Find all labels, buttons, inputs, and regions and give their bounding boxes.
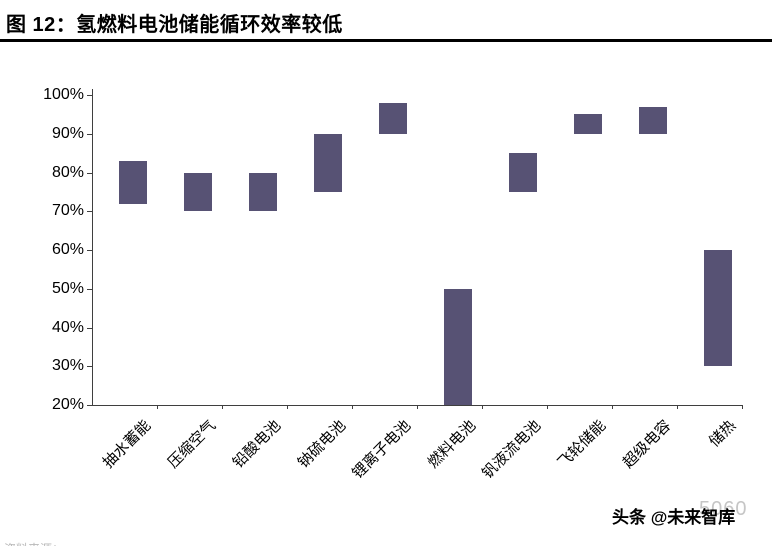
figure-title: 图 12：氢燃料电池储能循环效率较低 [6,14,343,36]
y-axis-line [92,89,93,405]
x-axis-tick [677,405,678,409]
x-axis-tick [742,405,743,409]
x-axis-tick [547,405,548,409]
x-axis-label: 压缩空气 [165,417,220,472]
range-bar [703,250,732,367]
y-axis-tick-label: 50% [51,279,84,297]
x-axis-tick [612,405,613,409]
x-axis-tick [222,405,223,409]
x-axis-tick [417,405,418,409]
x-axis-label: 飞轮储能 [555,417,610,472]
watermark-text: 头条 @未来智库 [612,508,736,527]
x-axis-label: 铅酸电池 [230,417,285,472]
x-axis-label: 钠硫电池 [295,417,350,472]
x-axis-label: 燃料电池 [425,417,480,472]
y-axis-tick [87,250,92,251]
y-axis-tick [87,133,92,135]
source-note-fragment: 资料来源： [4,540,64,546]
y-axis-tick [87,95,92,96]
range-bar [313,133,342,192]
range-bar [118,160,147,204]
x-axis-label: 锂离子电池 [349,417,415,483]
range-bar [378,102,407,134]
y-axis-tick [87,366,92,368]
title-underline [0,39,772,42]
y-axis-tick [87,211,92,213]
y-axis-tick-label: 20% [51,396,84,413]
y-axis-tick [87,172,92,174]
range-bar [183,172,212,212]
y-axis-tick [87,405,92,406]
watermark-number: 5060 [699,498,748,520]
y-axis-tick-label: 80% [51,163,84,181]
y-axis-tick-label: 30% [51,357,84,375]
range-bar [248,172,277,212]
x-axis-label: 钒液流电池 [479,417,545,483]
y-axis-tick-label: 70% [51,202,84,220]
y-axis-tick [87,327,92,329]
x-axis-tick [157,405,158,409]
range-bar [443,288,472,405]
y-axis-tick-label: 40% [51,318,84,336]
x-axis-tick [482,405,483,409]
x-axis-tick [287,405,288,409]
y-axis-tick-label: 60% [51,241,84,258]
x-axis-label: 抽水蓄能 [100,417,155,472]
y-axis-tick-label: 90% [51,124,84,142]
y-axis-tick-label: 100% [43,86,84,103]
x-axis-tick [352,405,353,409]
range-bar [638,106,667,134]
range-bar [573,114,602,134]
range-bar [508,153,537,192]
y-axis-tick [87,288,92,290]
x-axis-label: 储热 [706,417,740,451]
x-axis-label: 超级电容 [620,417,675,472]
